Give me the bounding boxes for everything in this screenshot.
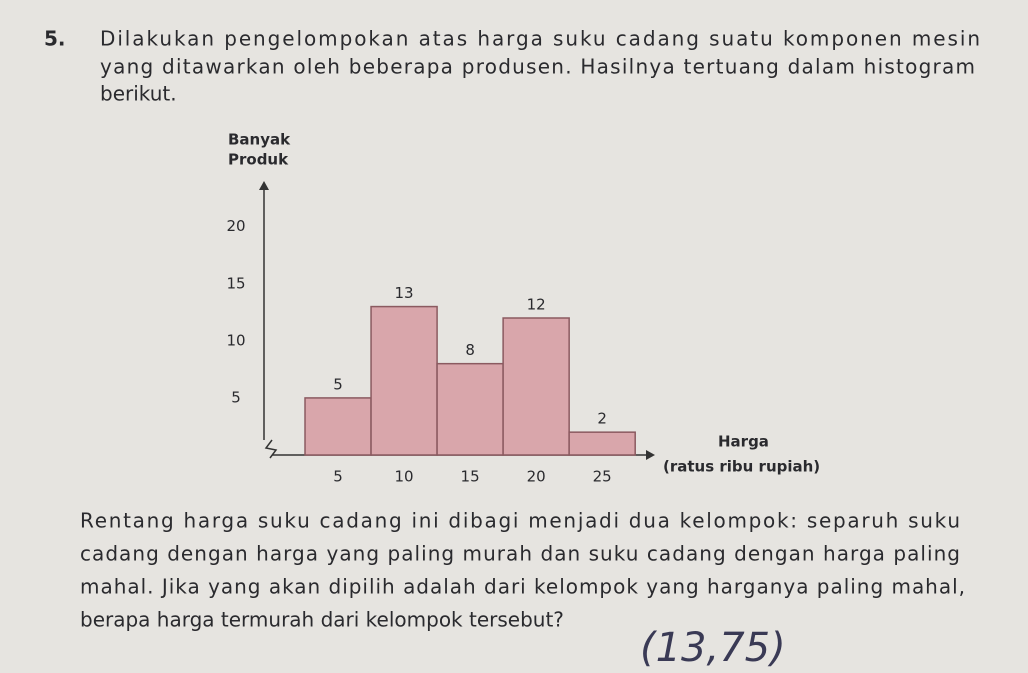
data-label: 13 (395, 284, 414, 302)
y-axis-label: Produk (228, 151, 289, 169)
question-line: Rentang harga suku cadang ini dibagi men… (80, 509, 960, 533)
y-tick-label: 5 (231, 388, 241, 406)
data-label: 5 (333, 375, 343, 393)
y-tick-label: 10 (226, 331, 245, 349)
y-tick-label: 15 (226, 274, 245, 292)
data-label: 8 (465, 341, 475, 359)
x-axis-arrow (646, 450, 655, 460)
y-axis-label: Banyak (228, 131, 291, 149)
intro-line: berikut. (100, 82, 177, 106)
bar (568, 431, 636, 456)
bar (304, 397, 372, 456)
intro-line: yang ditawarkan oleh beberapa produsen. … (100, 55, 975, 79)
handwritten-answer: (13,75) (640, 625, 786, 671)
x-axis-label: Harga (718, 433, 769, 451)
x-tick-label: 10 (395, 468, 414, 486)
x-tick-label: 15 (461, 468, 480, 486)
axis-break (264, 439, 278, 459)
bar (502, 317, 570, 456)
y-tick-label: 20 (226, 217, 245, 235)
data-label: 12 (527, 296, 546, 314)
y-axis-arrow (259, 181, 269, 190)
intro-line: Dilakukan pengelompokan atas harga suku … (100, 27, 980, 51)
question-line: mahal. Jika yang akan dipilih adalah dar… (80, 575, 965, 599)
question-number: 5. (44, 27, 66, 51)
x-tick-label: 5 (333, 468, 343, 486)
x-tick-label: 25 (593, 468, 612, 486)
bar (370, 305, 438, 456)
x-tick-label: 20 (527, 468, 546, 486)
bar (436, 362, 504, 456)
x-axis-label: (ratus ribu rupiah) (663, 458, 820, 476)
question-line: cadang dengan harga yang paling murah da… (80, 542, 960, 566)
data-label: 2 (597, 410, 607, 428)
question-line: berapa harga termurah dari kelompok ters… (80, 608, 564, 632)
